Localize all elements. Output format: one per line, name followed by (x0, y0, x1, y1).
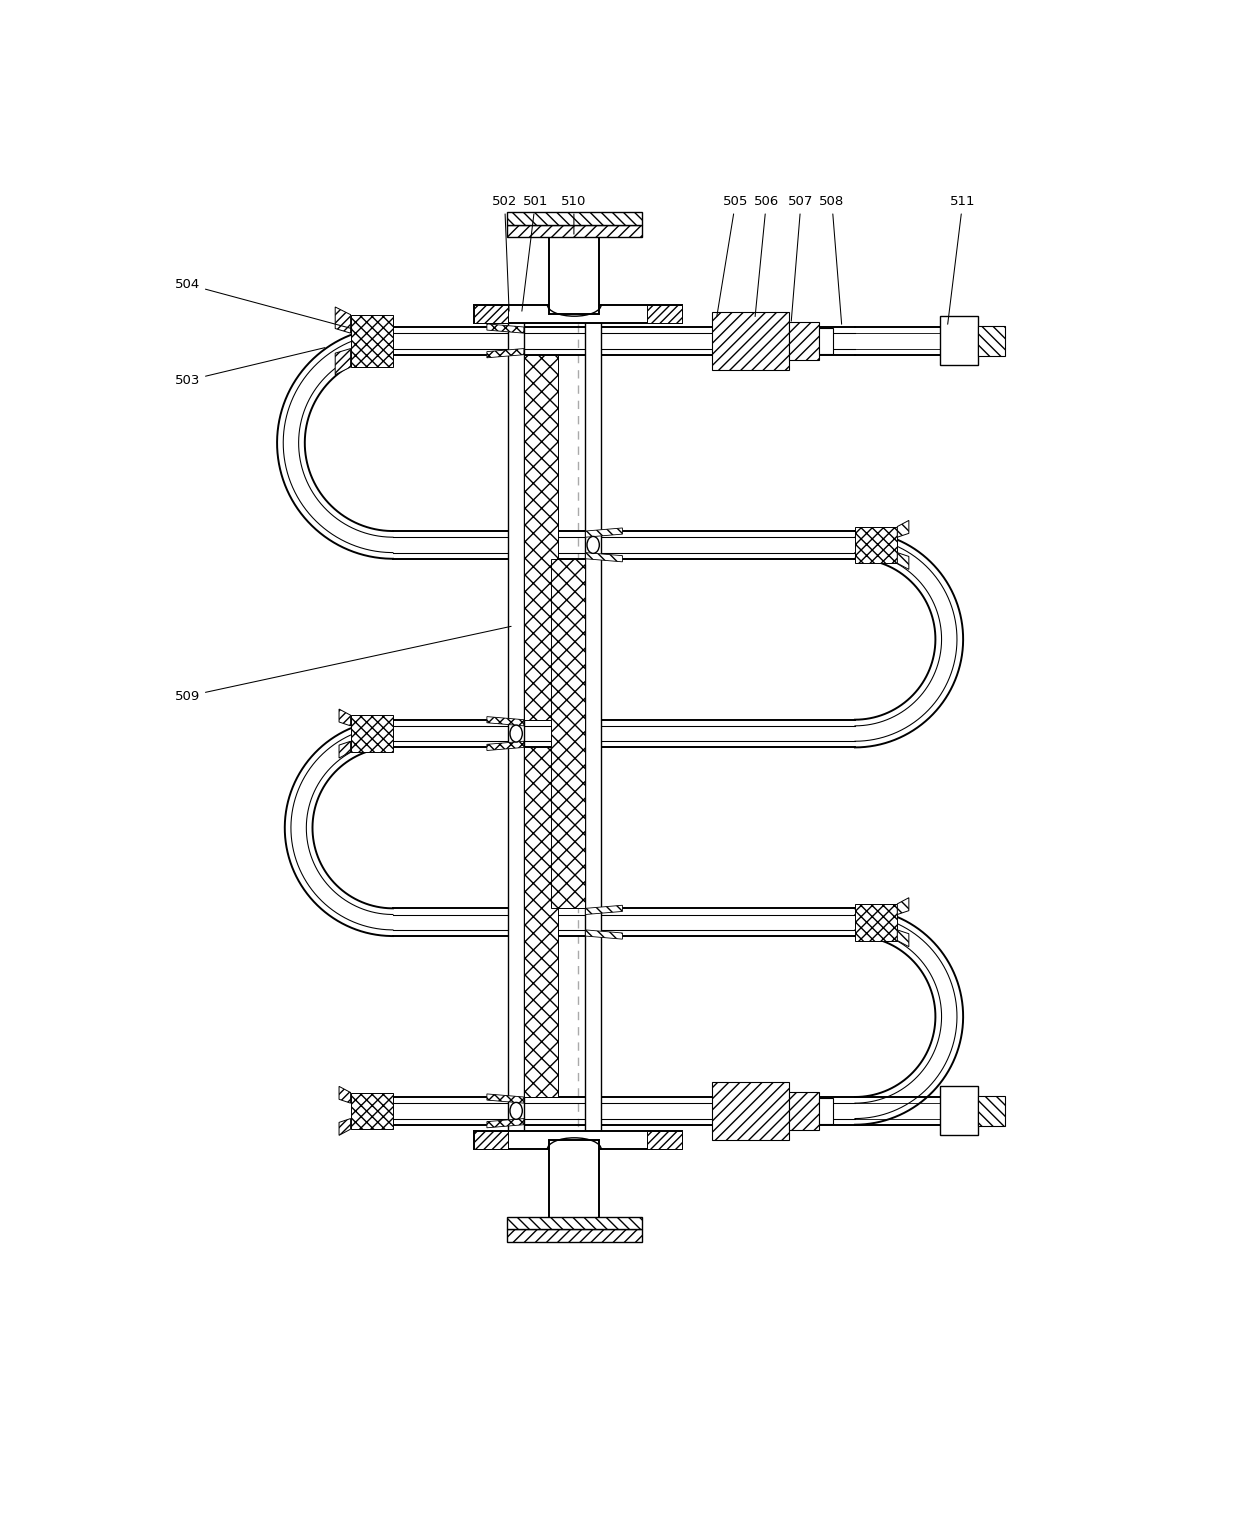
Bar (474, 1132, 682, 1150)
Bar (647, 1132, 682, 1150)
Bar (549, 1141, 599, 1240)
Bar (940, 1086, 978, 1136)
Text: 510: 510 (562, 195, 587, 235)
Text: 508: 508 (820, 195, 844, 325)
Bar (508, 314, 523, 1141)
Bar (351, 1092, 393, 1128)
Bar (507, 224, 641, 236)
Bar (818, 1098, 832, 1124)
Polygon shape (898, 898, 909, 915)
Polygon shape (585, 930, 622, 939)
Polygon shape (487, 1118, 523, 1128)
Text: 503: 503 (175, 348, 325, 387)
Bar (940, 316, 978, 366)
Polygon shape (898, 552, 909, 569)
Bar (523, 747, 558, 1096)
Ellipse shape (510, 724, 522, 743)
Polygon shape (487, 1093, 523, 1103)
Bar (523, 355, 558, 720)
Polygon shape (339, 1086, 351, 1103)
Bar (790, 1092, 818, 1130)
Polygon shape (898, 520, 909, 537)
Polygon shape (487, 349, 523, 358)
Text: 504: 504 (175, 278, 352, 328)
Bar (351, 715, 393, 752)
Polygon shape (898, 930, 909, 947)
Bar (507, 1229, 641, 1241)
Polygon shape (335, 307, 351, 332)
Bar (978, 326, 1006, 355)
Bar (713, 311, 790, 371)
Text: 507: 507 (789, 195, 813, 322)
Polygon shape (335, 349, 351, 375)
Text: 501: 501 (522, 195, 548, 311)
Polygon shape (339, 1118, 351, 1135)
Polygon shape (585, 552, 622, 561)
Text: 506: 506 (754, 195, 779, 317)
Bar (549, 214, 599, 314)
Ellipse shape (587, 537, 599, 554)
Ellipse shape (510, 1103, 522, 1119)
Polygon shape (585, 906, 622, 915)
Bar (713, 1081, 790, 1141)
Bar (978, 1096, 1006, 1125)
Polygon shape (339, 709, 351, 726)
Polygon shape (339, 741, 351, 758)
Bar (474, 1132, 508, 1150)
Bar (647, 305, 682, 323)
Polygon shape (585, 528, 622, 537)
Bar (585, 314, 601, 1141)
Bar (790, 322, 818, 360)
Bar (507, 212, 641, 224)
Text: 502: 502 (492, 195, 517, 311)
Text: 509: 509 (175, 627, 511, 703)
Polygon shape (487, 717, 523, 726)
Bar (507, 1217, 641, 1229)
Bar (854, 526, 898, 563)
Bar (474, 305, 682, 323)
Bar (818, 328, 832, 354)
Bar (351, 314, 393, 368)
Text: 511: 511 (947, 195, 976, 325)
Polygon shape (487, 741, 523, 750)
Text: 505: 505 (717, 195, 748, 317)
Bar (854, 904, 898, 941)
Polygon shape (487, 323, 523, 332)
Bar (551, 558, 585, 909)
Bar (474, 305, 508, 323)
